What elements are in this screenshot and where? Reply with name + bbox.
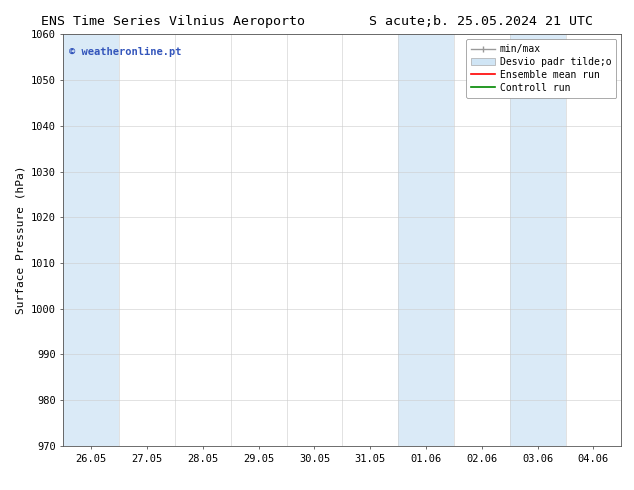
- Bar: [398, 34, 454, 446]
- Text: ENS Time Series Vilnius Aeroporto        S acute;b. 25.05.2024 21 UTC: ENS Time Series Vilnius Aeroporto S acut…: [41, 15, 593, 28]
- Legend: min/max, Desvio padr tilde;o, Ensemble mean run, Controll run: min/max, Desvio padr tilde;o, Ensemble m…: [466, 39, 616, 98]
- Bar: [63, 34, 119, 446]
- Y-axis label: Surface Pressure (hPa): Surface Pressure (hPa): [15, 166, 25, 315]
- Text: © weatheronline.pt: © weatheronline.pt: [69, 47, 181, 57]
- Bar: [510, 34, 566, 446]
